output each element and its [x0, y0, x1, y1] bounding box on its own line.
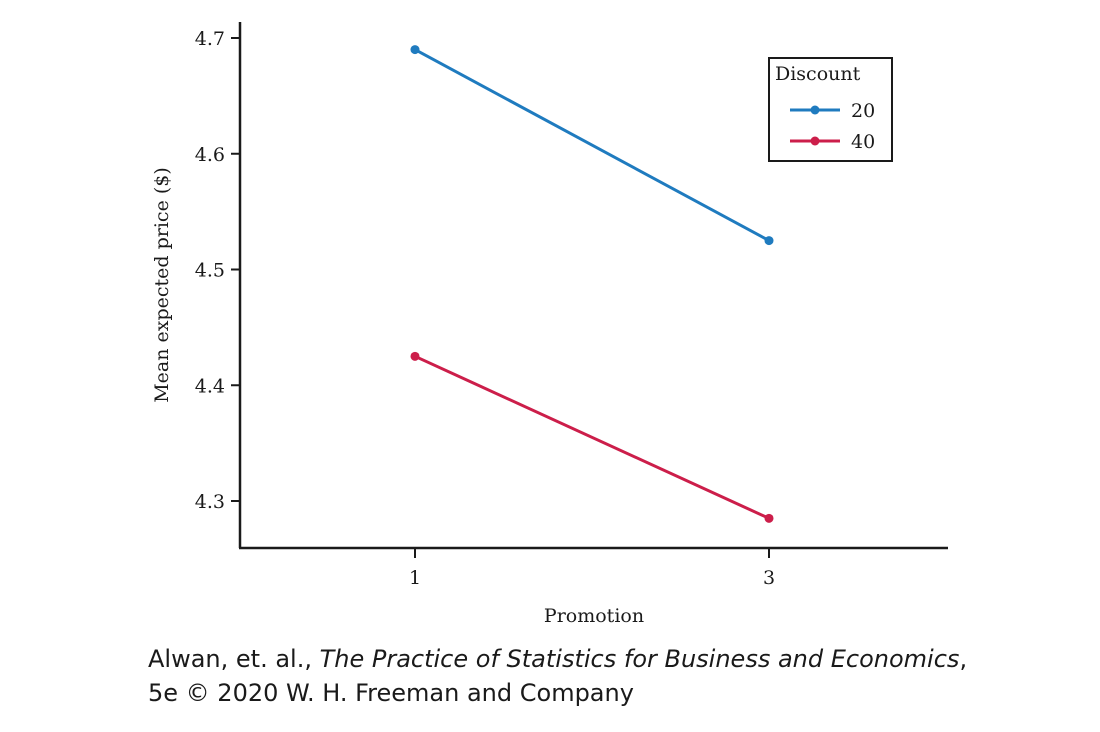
- axes: [238, 22, 948, 550]
- caption-line-1: Alwan, et. al., The Practice of Statisti…: [148, 642, 967, 676]
- series-line-40: [414, 354, 770, 520]
- figure-caption: Alwan, et. al., The Practice of Statisti…: [148, 642, 967, 710]
- series-point-40: [410, 351, 420, 361]
- series-point-40: [764, 513, 774, 523]
- x-tick-label: 3: [763, 567, 775, 589]
- legend-label-40: 40: [851, 131, 875, 153]
- x-tick-label: 1: [409, 567, 421, 589]
- series-point-20: [764, 236, 774, 246]
- caption-author: Alwan, et. al.,: [148, 645, 320, 673]
- series-line-20: [414, 48, 770, 242]
- y-ticks: 4.3 4.4 4.5 4.6 4.7: [195, 28, 240, 513]
- x-axis-title: Promotion: [544, 605, 644, 627]
- y-axis-title: Mean expected price ($): [151, 167, 173, 403]
- y-tick-label: 4.5: [195, 260, 225, 282]
- legend-swatch-point-20: [810, 105, 820, 115]
- series-point-20: [410, 45, 420, 55]
- legend-title: Discount: [775, 63, 861, 85]
- y-tick-label: 4.7: [195, 28, 225, 50]
- series-layer: [410, 45, 774, 523]
- caption-comma: ,: [959, 645, 968, 673]
- y-tick-label: 4.4: [195, 375, 225, 397]
- y-tick-label: 4.3: [195, 491, 225, 513]
- caption-book-title: The Practice of Statistics for Business …: [319, 645, 960, 673]
- caption-line-2: 5e © 2020 W. H. Freeman and Company: [148, 679, 634, 707]
- y-tick-label: 4.6: [195, 144, 225, 166]
- legend-box: [768, 57, 893, 162]
- legend-swatch-point-40: [810, 136, 820, 146]
- legend-label-20: 20: [851, 100, 875, 122]
